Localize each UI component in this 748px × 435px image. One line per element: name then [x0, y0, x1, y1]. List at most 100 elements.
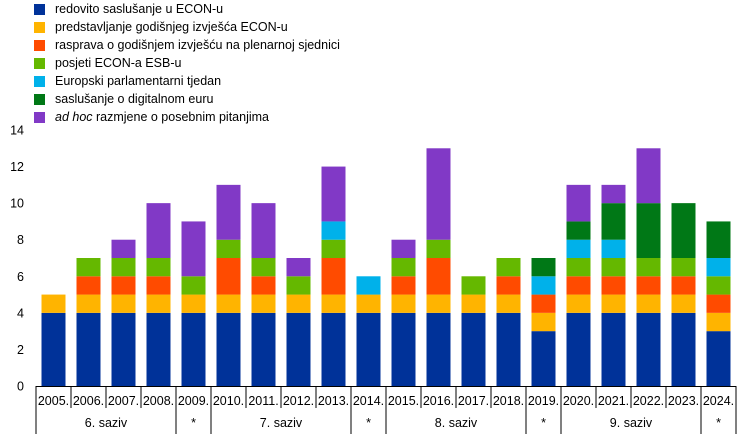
group-label: *	[716, 416, 721, 430]
y-tick-label: 4	[17, 306, 24, 320]
bar-segment	[531, 258, 556, 277]
bar-segment	[286, 294, 311, 313]
x-tick-label: 2007.	[108, 394, 139, 408]
bar-segment	[41, 294, 66, 313]
bar-segment	[181, 294, 206, 313]
bar-segment	[216, 239, 241, 258]
bar-segment	[321, 221, 346, 240]
bar-segment	[321, 294, 346, 313]
x-tick-label: 2024.	[703, 394, 734, 408]
x-tick-label: 2011.	[248, 394, 278, 408]
bar-segment	[251, 203, 276, 258]
y-tick-label: 8	[17, 233, 24, 247]
x-tick-label: 2020.	[563, 394, 594, 408]
bar-segment	[181, 221, 206, 277]
legend-label: predstavljanje godišnjeg izvješća ECON-u	[55, 20, 288, 34]
bar-segment	[216, 294, 241, 313]
bar-segment	[356, 312, 381, 386]
bars-layer	[41, 148, 731, 386]
legend-label: ad hoc razmjene o posebnim pitanjima	[55, 110, 269, 124]
bar-segment	[706, 294, 731, 313]
bar-segment	[601, 258, 626, 277]
x-tick-label: 2013.	[318, 394, 349, 408]
bar-segment	[566, 276, 591, 295]
x-tick-label: 2014.	[353, 394, 384, 408]
bar-segment	[356, 294, 381, 313]
bar-segment	[76, 276, 101, 295]
bar-segment	[601, 203, 626, 240]
legend-item: posjeti ECON-a ESB-u	[34, 54, 340, 72]
bar-segment	[531, 312, 556, 332]
bar-segment	[251, 312, 276, 386]
group-label: 9. saziv	[610, 416, 653, 430]
x-tick-label: 2017.	[458, 394, 489, 408]
bar-segment	[76, 312, 101, 386]
bar-segment	[461, 276, 486, 295]
bar-segment	[601, 239, 626, 258]
bar-segment	[496, 258, 521, 277]
bar-segment	[146, 294, 171, 313]
bar-segment	[601, 294, 626, 313]
y-tick-label: 0	[17, 380, 24, 394]
bar-segment	[566, 258, 591, 277]
y-tick-label: 2	[17, 343, 24, 357]
x-tick-label: 2018.	[493, 394, 524, 408]
bar-segment	[146, 312, 171, 386]
bar-segment	[706, 221, 731, 258]
bar-segment	[251, 294, 276, 313]
x-tick-label: 2022.	[633, 394, 664, 408]
bar-segment	[111, 276, 136, 295]
bar-segment	[601, 312, 626, 386]
bar-segment	[76, 258, 101, 277]
x-tick-label: 2023.	[668, 394, 699, 408]
bar-segment	[146, 258, 171, 277]
legend-item: saslušanje o digitalnom euru	[34, 90, 340, 108]
bar-segment	[566, 312, 591, 386]
bar-segment	[251, 276, 276, 295]
legend-item: predstavljanje godišnjeg izvješća ECON-u	[34, 18, 340, 36]
x-tick-label: 2009.	[178, 394, 209, 408]
legend-item: Europski parlamentarni tjedan	[34, 72, 340, 90]
legend-item: ad hoc razmjene o posebnim pitanjima	[34, 108, 340, 126]
y-tick-label: 14	[10, 124, 24, 138]
legend-label: posjeti ECON-a ESB-u	[55, 56, 182, 70]
group-label: *	[541, 416, 546, 430]
bar-segment	[671, 294, 696, 313]
group-label: 6. saziv	[85, 416, 128, 430]
legend-label: redovito saslušanje u ECON-u	[55, 2, 224, 16]
x-tick-label: 2010.	[213, 394, 244, 408]
bar-segment	[531, 294, 556, 313]
legend-label-text: razmjene o posebnim pitanjima	[92, 110, 270, 124]
chart-legend: redovito saslušanje u ECON-u predstavljan…	[34, 0, 340, 126]
bar-segment	[391, 258, 416, 277]
bar-segment	[286, 276, 311, 295]
bar-segment	[216, 258, 241, 295]
x-tick-label: 2016.	[423, 394, 454, 408]
bar-segment	[111, 294, 136, 313]
bar-segment	[566, 221, 591, 240]
bar-segment	[426, 239, 451, 258]
axes-layer: 0 2 4 6 8 10 12 14 2005. 2006. 2007. 2008. 2009. 2010…	[10, 124, 737, 434]
bar-segment	[531, 331, 556, 386]
x-tick-label: 2019.	[528, 394, 559, 408]
bar-segment	[426, 294, 451, 313]
group-label: *	[191, 416, 196, 430]
bar-segment	[111, 239, 136, 258]
bar-segment	[461, 312, 486, 386]
bar-segment	[636, 276, 661, 295]
bar-segment	[566, 294, 591, 313]
bar-segment	[391, 312, 416, 386]
x-tick-label: 2015.	[388, 394, 419, 408]
legend-swatch	[34, 75, 45, 87]
bar-segment	[566, 239, 591, 258]
bar-segment	[181, 276, 206, 295]
bar-segment	[706, 276, 731, 295]
legend-swatch	[34, 57, 45, 69]
bar-segment	[671, 312, 696, 386]
bar-segment	[426, 258, 451, 295]
bar-segment	[671, 276, 696, 295]
bar-segment	[321, 166, 346, 222]
bar-segment	[146, 203, 171, 258]
legend-swatch	[34, 3, 45, 15]
